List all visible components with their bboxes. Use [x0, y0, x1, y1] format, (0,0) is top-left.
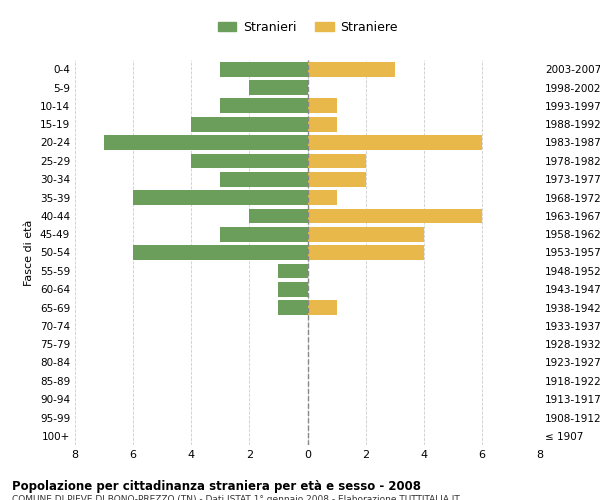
Bar — [278, 300, 308, 315]
Bar — [308, 245, 424, 260]
Bar — [220, 227, 308, 242]
Bar — [250, 80, 308, 95]
Bar — [133, 190, 308, 205]
Bar — [308, 62, 395, 76]
Bar — [308, 154, 365, 168]
Bar — [308, 135, 482, 150]
Bar — [308, 190, 337, 205]
Legend: Stranieri, Straniere: Stranieri, Straniere — [212, 16, 403, 39]
Bar — [308, 300, 337, 315]
Bar — [220, 98, 308, 113]
Bar — [220, 172, 308, 186]
Bar — [250, 208, 308, 223]
Bar — [133, 245, 308, 260]
Bar — [191, 154, 308, 168]
Bar — [191, 117, 308, 132]
Bar — [278, 264, 308, 278]
Text: Popolazione per cittadinanza straniera per età e sesso - 2008: Popolazione per cittadinanza straniera p… — [12, 480, 421, 493]
Bar — [308, 98, 337, 113]
Bar — [104, 135, 308, 150]
Text: COMUNE DI PIEVE DI BONO-PREZZO (TN) - Dati ISTAT 1° gennaio 2008 - Elaborazione : COMUNE DI PIEVE DI BONO-PREZZO (TN) - Da… — [12, 495, 460, 500]
Bar — [308, 172, 365, 186]
Bar — [220, 62, 308, 76]
Bar — [278, 282, 308, 296]
Bar — [308, 208, 482, 223]
Y-axis label: Fasce di età: Fasce di età — [25, 220, 34, 286]
Bar — [308, 117, 337, 132]
Bar — [308, 227, 424, 242]
